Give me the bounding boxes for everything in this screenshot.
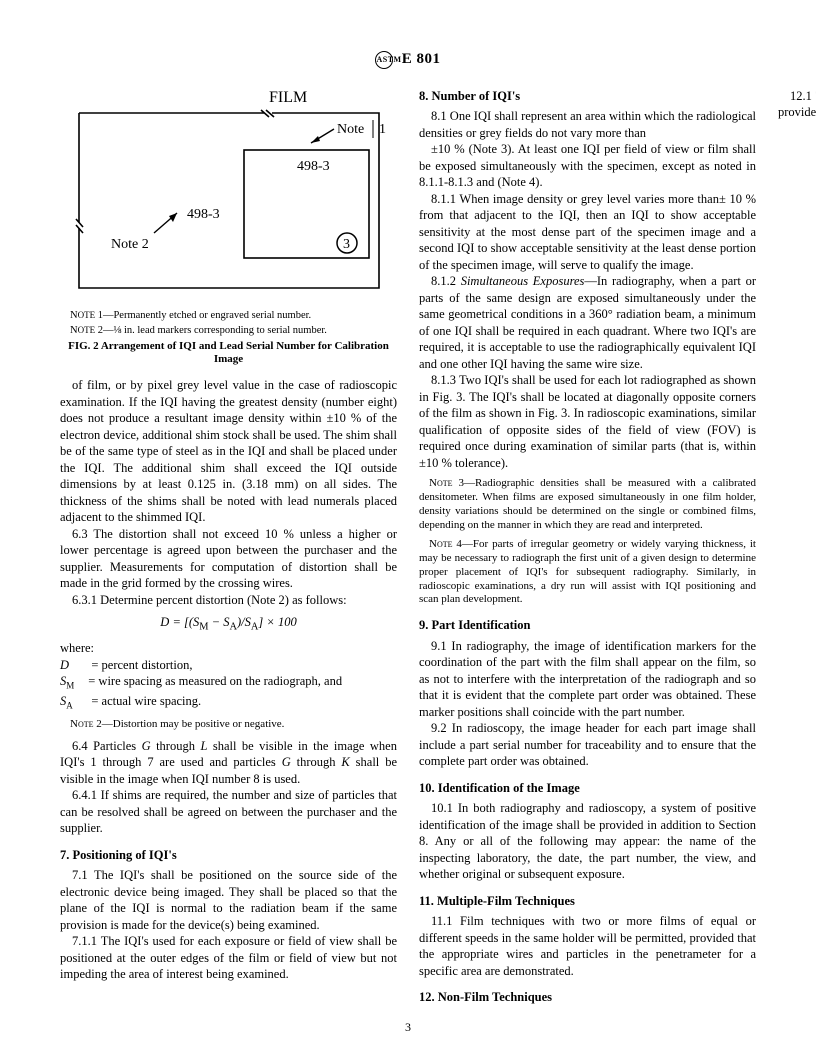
para-8-1-2: 8.1.2 Simultaneous Exposures—In radiogra…: [419, 273, 756, 372]
note-3: Note 3—Radiographic densities shall be m…: [419, 477, 756, 532]
note-4: Note 4—For parts of irregular geometry o…: [419, 538, 756, 607]
serial-inner: 498-3: [297, 159, 330, 174]
para-6-4: 6.4 Particles G through L shall be visib…: [60, 738, 397, 788]
def-SA: SA = actual wire spacing.: [60, 693, 397, 712]
para-12-1: 12.1 The use of non-film imaging techniq…: [778, 88, 816, 121]
para-11-1: 11.1 Film techniques with two or more fi…: [419, 913, 756, 979]
content-columns: FILM Note 1 498-3 498-3 Note 2 3 NOTE 1—…: [60, 88, 756, 1008]
page-header: ASTM E 801: [60, 50, 756, 70]
figure-2-svg: FILM Note 1 498-3 498-3 Note 2 3: [69, 88, 389, 303]
note1-text: Note: [337, 122, 364, 137]
heading-10: 10. Identification of the Image: [419, 780, 756, 797]
svg-text:3: 3: [343, 237, 350, 252]
page-number: 3: [0, 1020, 816, 1036]
svg-text:1: 1: [379, 122, 386, 137]
para-8-1-3: 8.1.3 Two IQI's shall be used for each l…: [419, 372, 756, 471]
astm-logo: ASTM: [375, 51, 393, 69]
para-6-3: 6.3 The distortion shall not exceed 10 %…: [60, 526, 397, 592]
fig2-note2: NOTE 2—⅛ in. lead markers corresponding …: [60, 324, 397, 337]
fig2-caption: FIG. 2 Arrangement of IQI and Lead Seria…: [60, 340, 397, 368]
heading-12: 12. Non-Film Techniques: [419, 989, 756, 1006]
serial-outer: 498-3: [187, 207, 220, 222]
standard-number: E 801: [402, 51, 441, 67]
para-6-cont: of film, or by pixel grey level value in…: [60, 377, 397, 526]
para-8-1-1: 8.1.1 When image density or grey level v…: [419, 191, 756, 274]
para-7-1-1: 7.1.1 The IQI's used for each exposure o…: [60, 933, 397, 983]
para-10-1: 10.1 In both radiography and radioscopy,…: [419, 800, 756, 883]
fig2-note1: NOTE 1—Permanently etched or engraved se…: [60, 309, 397, 322]
heading-9: 9. Part Identification: [419, 617, 756, 634]
para-8-1: 8.1 One IQI shall represent an area with…: [419, 108, 756, 141]
note2-text: Note 2: [111, 237, 149, 252]
film-label: FILM: [269, 89, 307, 106]
note-2b: Note 2—Distortion may be positive or neg…: [60, 718, 397, 732]
heading-8: 8. Number of IQI's: [419, 88, 756, 105]
para-6-4-1: 6.4.1 If shims are required, the number …: [60, 787, 397, 837]
para-6-3-1: 6.3.1 Determine percent distortion (Note…: [60, 592, 397, 609]
para-7-1: 7.1 The IQI's shall be positioned on the…: [60, 867, 397, 933]
figure-2: FILM Note 1 498-3 498-3 Note 2 3 NOTE 1—…: [60, 88, 397, 367]
def-SM: SM = wire spacing as measured on the rad…: [60, 673, 397, 692]
heading-11: 11. Multiple-Film Techniques: [419, 893, 756, 910]
para-9-2: 9.2 In radioscopy, the image header for …: [419, 720, 756, 770]
para-9-1: 9.1 In radiography, the image of identif…: [419, 638, 756, 721]
equation-distortion: D = [(SM − SA)/SA] × 100: [60, 614, 397, 634]
where-label: where:: [60, 640, 397, 657]
para-8-1-cont: ±10 % (Note 3). At least one IQI per fie…: [419, 141, 756, 191]
def-D: D = percent distortion,: [60, 657, 397, 674]
heading-7: 7. Positioning of IQI's: [60, 847, 397, 864]
